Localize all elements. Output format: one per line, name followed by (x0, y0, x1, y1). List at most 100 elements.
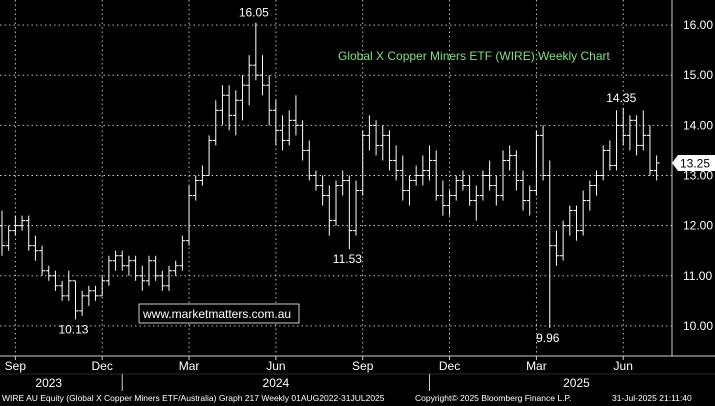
ohlc-bar (292, 95, 299, 136)
ohlc-bar (92, 285, 99, 301)
x-year-label: 2024 (263, 376, 290, 390)
price-annotation: 16.05 (239, 6, 269, 20)
x-tick-label: Sep (352, 359, 374, 373)
ohlc-bar (219, 85, 226, 126)
ohlc-bar (406, 175, 413, 206)
ohlc-bar (226, 85, 233, 131)
y-tick-label: 11.00 (683, 269, 712, 283)
ohlc-bar (413, 165, 420, 186)
ohlc-bar (566, 205, 573, 236)
chart-title: Global X Copper Miners ETF (WIRE) Weekly… (338, 49, 611, 63)
ohlc-bar (560, 220, 567, 261)
ohlc-bar (359, 130, 366, 196)
ohlc-bar (79, 290, 86, 316)
ohlc-bar (333, 180, 339, 226)
ohlc-bar (65, 270, 72, 301)
ohlc-bar (152, 255, 159, 281)
ohlc-bar (379, 125, 386, 161)
ohlc-bar (59, 280, 66, 301)
ohlc-bar (373, 120, 380, 156)
watermark-text: www.marketmatters.com.au (142, 307, 291, 321)
ohlc-bar (339, 170, 346, 196)
ohlc-bar (279, 115, 286, 151)
ohlc-bar (459, 170, 466, 191)
price-annotation: 11.53 (333, 252, 362, 266)
ohlc-bar (172, 260, 179, 276)
y-tick-label: 13.00 (683, 168, 713, 182)
ohlc-bar (179, 235, 186, 271)
ohlc-bar (593, 170, 600, 196)
ohlc-bar (500, 150, 506, 201)
ohlc-bar (72, 280, 79, 320)
ohlc-bar (453, 175, 460, 201)
ohlc-bar (653, 155, 660, 181)
ohlc-bar (145, 255, 152, 286)
chart-footer: WIRE AU Equity (Global X Copper Miners E… (0, 391, 715, 406)
ohlc-bar (0, 210, 5, 256)
ohlc-bar (306, 140, 313, 181)
ohlc-bar (426, 145, 433, 181)
watermark-box (138, 303, 300, 324)
ohlc-bar (319, 175, 326, 206)
price-annotation: 10.13 (58, 322, 88, 336)
x-tick-label: Sep (5, 359, 27, 373)
ohlc-bar (393, 145, 400, 181)
x-tick-label: Mar (179, 359, 200, 373)
footer-copyright: Copyright© 2025 Bloomberg Finance L.P. (415, 393, 572, 403)
ohlc-bar (466, 175, 473, 206)
ohlc-bar (513, 150, 520, 191)
ohlc-bar (246, 55, 253, 106)
ohlc-bar (192, 175, 199, 201)
ohlc-bar (139, 265, 146, 291)
ohlc-bar (640, 110, 647, 151)
footer-timestamp: 31-Jul-2025 21:11:40 (612, 393, 692, 403)
ohlc-bar (633, 115, 640, 156)
ohlc-bar (533, 130, 540, 196)
ohlc-bar (399, 155, 406, 201)
ohlc-bar (433, 150, 440, 201)
ohlc-bar (12, 215, 19, 236)
ohlc-bar (626, 115, 633, 151)
ohlc-bar (346, 175, 353, 250)
ohlc-bar (493, 175, 500, 206)
ohlc-bar (232, 90, 239, 136)
ohlc-bar (132, 255, 139, 281)
ohlc-bar (45, 265, 52, 281)
y-tick-label: 12.00 (683, 219, 713, 233)
ohlc-bar (439, 180, 446, 216)
ohlc-bar (613, 110, 620, 171)
ohlc-bar (125, 255, 132, 276)
ohlc-bar (546, 160, 553, 328)
ohlc-bar (5, 225, 12, 251)
ohlc-bar (25, 215, 32, 251)
ohlc-bar (419, 155, 426, 186)
ohlc-bar (573, 205, 580, 241)
ohlc-bar (353, 180, 360, 236)
ohlc-bar (32, 235, 39, 261)
y-tick-label: 16.00 (683, 18, 713, 32)
ohlc-bar (99, 275, 106, 297)
ohlc-bar (506, 145, 513, 171)
ohlc-bar (479, 170, 486, 201)
ohlc-bar (52, 270, 59, 291)
ohlc-bar (252, 22, 259, 81)
ohlc-bar (266, 75, 273, 126)
x-tick-label: Mar (526, 359, 547, 373)
ohlc-bar (112, 250, 119, 271)
ohlc-bar (19, 215, 26, 231)
last-price-tag (672, 154, 715, 171)
footer-description: WIRE AU Equity (Global X Copper Miners E… (2, 393, 385, 403)
ohlc-bar (259, 55, 266, 96)
ohlc-bar (286, 110, 293, 146)
ohlc-bar (366, 115, 373, 151)
ohlc-bar (386, 130, 393, 171)
ohlc-bar (473, 185, 480, 221)
x-tick-label: Dec (92, 359, 113, 373)
ohlc-bar (312, 170, 319, 191)
y-tick-label: 14.00 (683, 118, 713, 132)
price-annotation: 9.96 (536, 331, 560, 345)
ohlc-bar (39, 245, 46, 276)
ohlc-bar (606, 140, 613, 171)
last-price-label: 13.25 (680, 156, 710, 170)
